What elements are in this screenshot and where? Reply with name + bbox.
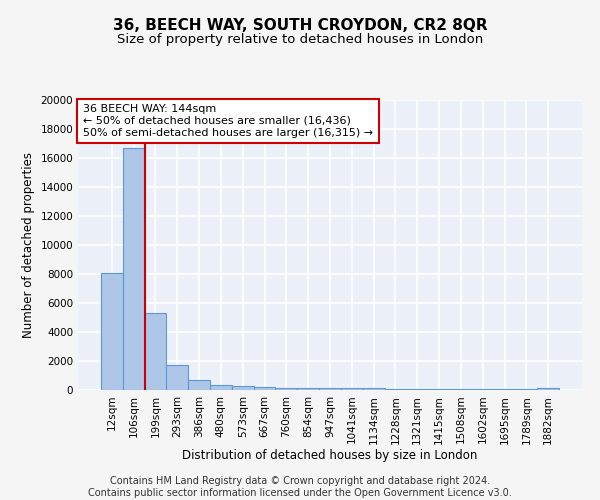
Bar (123, 148, 145, 390)
Bar (450, 389, 472, 390)
Bar (232, 386, 254, 390)
Bar (428, 389, 450, 390)
Text: 36 BEECH WAY: 144sqm
← 50% of detached houses are smaller (16,436)
50% of semi-d: 36 BEECH WAY: 144sqm ← 50% of detached h… (83, 104, 373, 138)
X-axis label: Distribution of detached houses by size in London: Distribution of detached houses by size … (182, 449, 478, 462)
Bar (275, 388, 297, 390)
Bar (210, 385, 232, 390)
Bar (166, 364, 188, 390)
Bar (101, 272, 123, 390)
Bar (515, 389, 537, 390)
Bar (254, 387, 275, 390)
Text: Contains HM Land Registry data © Crown copyright and database right 2024.
Contai: Contains HM Land Registry data © Crown c… (88, 476, 512, 498)
Bar (188, 380, 210, 390)
Bar (385, 388, 406, 390)
Text: 36, BEECH WAY, SOUTH CROYDON, CR2 8QR: 36, BEECH WAY, SOUTH CROYDON, CR2 8QR (113, 18, 487, 32)
Bar (319, 388, 341, 390)
Bar (341, 388, 363, 390)
Text: Size of property relative to detached houses in London: Size of property relative to detached ho… (117, 32, 483, 46)
Bar (472, 389, 494, 390)
Bar (537, 388, 559, 390)
Y-axis label: Number of detached properties: Number of detached properties (22, 152, 35, 338)
Bar (494, 389, 515, 390)
Bar (145, 313, 166, 390)
Bar (297, 388, 319, 390)
Bar (363, 388, 385, 390)
Bar (406, 388, 428, 390)
